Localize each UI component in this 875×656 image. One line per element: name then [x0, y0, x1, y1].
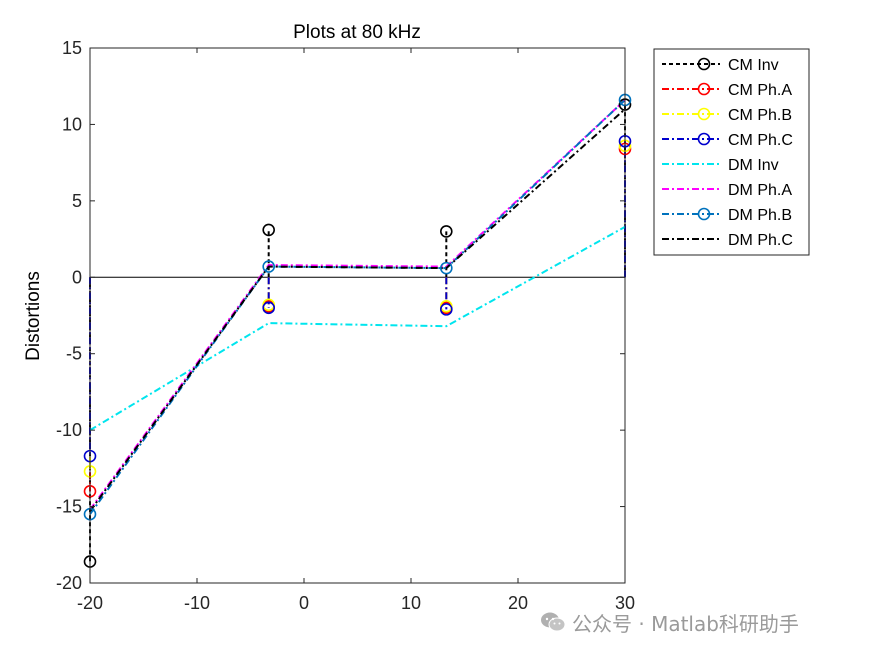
legend-marker-3 — [697, 132, 711, 146]
y-tick-label-4: -5 — [66, 344, 82, 364]
y-tick-label-5: -10 — [56, 420, 82, 440]
chart-title: Plots at 80 kHz — [293, 22, 421, 43]
x-tick-label-4: 20 — [508, 593, 528, 613]
legend-label-3: CM Ph.C — [728, 132, 793, 149]
marker-0-2 — [440, 225, 453, 238]
marker-3-1 — [262, 301, 275, 315]
x-tick-label-0: -20 — [77, 593, 103, 613]
legend-marker-0 — [697, 57, 711, 71]
marker-6-1 — [262, 260, 275, 273]
y-tick-label-6: -15 — [56, 497, 82, 517]
legend-marker-2 — [697, 107, 711, 121]
legend-marker-1 — [697, 82, 711, 96]
legend-box — [653, 48, 810, 256]
ticks-group: -20 -10 0 10 20 30 15 10 5 0 -5 -10 -15 -20 — [56, 38, 635, 613]
y-axis-label: Distortions — [23, 271, 44, 361]
x-tick-label-5: 30 — [615, 593, 635, 613]
y-tick-label-7: -20 — [56, 573, 82, 593]
legend-label-2: CM Ph.B — [728, 107, 792, 124]
y-tick-label-2: 5 — [72, 191, 82, 211]
y-tick-label-1: 10 — [62, 114, 82, 134]
legend-label-7: DM Ph.C — [728, 232, 793, 249]
series-lines-group — [89, 99, 626, 515]
y-tick-label-3: 0 — [72, 267, 82, 287]
x-tick-label-2: 0 — [299, 593, 309, 613]
marker-0-1 — [262, 223, 275, 237]
wechat-icon — [541, 612, 566, 632]
plot-area — [90, 48, 625, 583]
legend-label-4: DM Inv — [728, 157, 779, 174]
legend-label-6: DM Ph.B — [728, 207, 792, 224]
legend-label-1: CM Ph.A — [728, 82, 792, 99]
marker-6-2 — [440, 261, 453, 275]
watermark-text: 公众号 · Matlab科研助手 — [572, 611, 799, 636]
watermark: 公众号 · Matlab科研助手 — [540, 608, 799, 636]
series-line-7 — [89, 108, 626, 512]
marker-3-2 — [440, 303, 453, 316]
legend-marker-6 — [697, 207, 711, 221]
legend: CM Inv CM Ph.A CM Ph.B CM Ph.C DM Inv DM Ph.A… — [653, 48, 810, 256]
axes-box — [89, 47, 626, 584]
x-tick-label-3: 10 — [401, 593, 421, 613]
legend-label-0: CM Inv — [728, 57, 779, 74]
y-tick-label-0: 15 — [62, 38, 82, 58]
legend-label-5: DM Ph.A — [728, 182, 792, 199]
x-tick-label-1: -10 — [184, 593, 210, 613]
